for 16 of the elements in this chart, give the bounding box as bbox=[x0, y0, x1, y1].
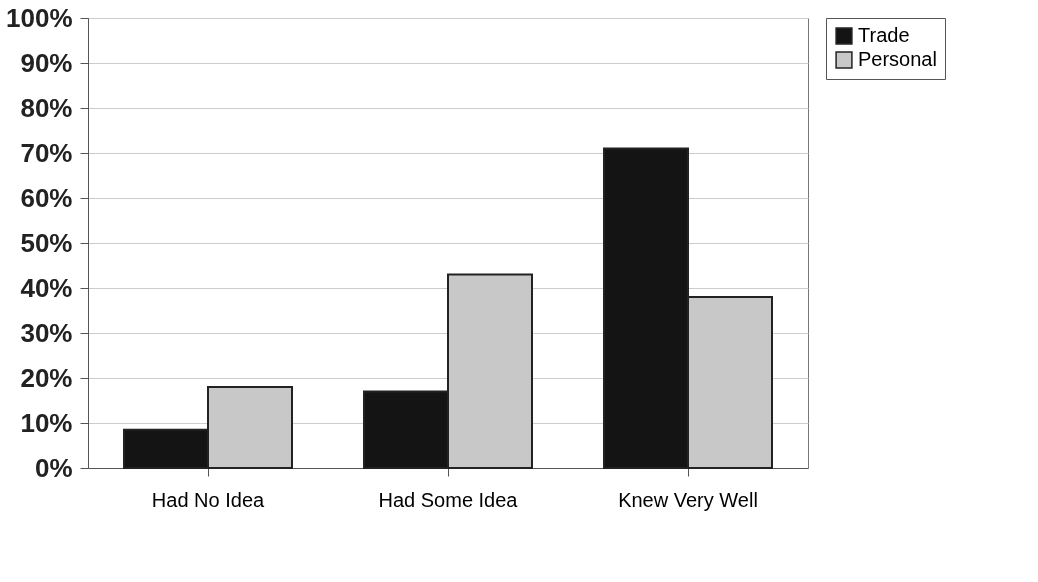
legend-label: Personal bbox=[858, 48, 937, 70]
y-tick-label: 10% bbox=[20, 407, 73, 438]
x-tick-label: Had Some Idea bbox=[378, 488, 519, 511]
x-tick-label: Had No Idea bbox=[151, 488, 266, 511]
y-tick-label: 40% bbox=[20, 272, 73, 303]
y-tick-label: 100% bbox=[6, 2, 73, 33]
y-tick-label: 80% bbox=[20, 92, 73, 123]
y-tick-label: 90% bbox=[20, 47, 73, 78]
y-tick-label: 20% bbox=[20, 362, 73, 393]
y-tick-label: 50% bbox=[20, 227, 73, 258]
y-tick-label: 30% bbox=[20, 317, 73, 348]
legend-label: Trade bbox=[858, 24, 910, 46]
x-tick-label: Knew Very Well bbox=[618, 488, 758, 511]
y-tick-label: 60% bbox=[20, 182, 73, 213]
y-tick-label: 70% bbox=[20, 137, 73, 168]
y-tick-label: 0% bbox=[34, 452, 73, 483]
